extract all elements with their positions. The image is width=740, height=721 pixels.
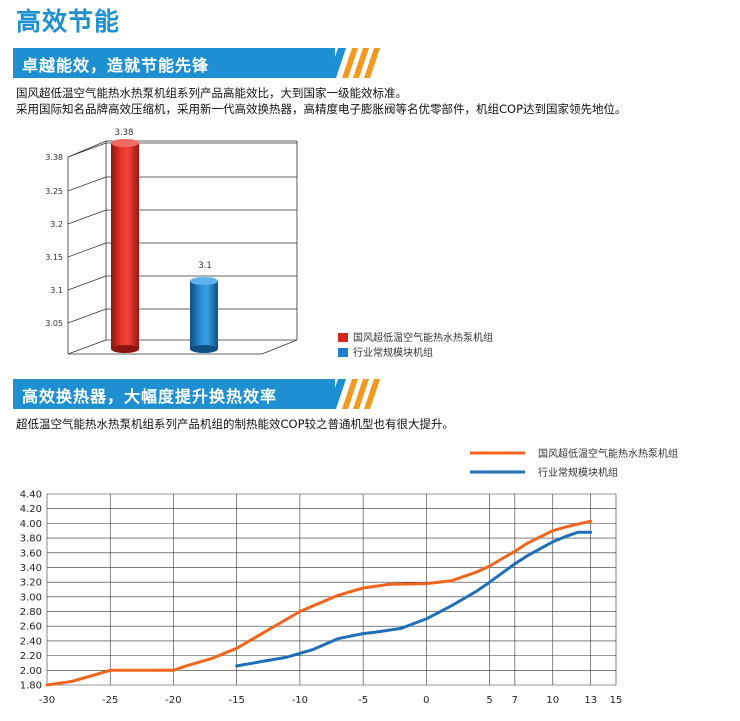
x-tick-label: -15: [228, 695, 244, 706]
line-series-2: [235, 530, 593, 668]
x-tick-label: 10: [546, 695, 559, 706]
x-tick-label: -30: [39, 695, 55, 706]
y-tick-label: 1.80: [20, 681, 42, 692]
y-tick-label: 2.00: [20, 666, 42, 677]
section-text-line: 国风超低温空气能热水热泵机组系列产品高能效比，大到国家一级能效标准。: [16, 86, 407, 100]
y-tick-label: 4.40: [20, 490, 42, 501]
bar-series-1-base: [111, 345, 139, 353]
y-tick-label: 3.60: [20, 548, 42, 559]
section-heading: 卓越能效，造就节能先锋: [22, 56, 210, 75]
bar-series-2-top: [190, 277, 218, 285]
legend-label: 国风超低温空气能热水热泵机组: [353, 331, 493, 344]
y-tick-label: 4.20: [20, 504, 42, 515]
bar-grid-line: [67, 176, 107, 192]
y-tick-label: 3.80: [20, 534, 42, 545]
x-tick-label: -20: [165, 695, 181, 706]
section-text-line: 超低温空气能热水热泵机组系列产品机组的制热能效COP较之普通机型也有很大提升。: [16, 417, 455, 431]
section-heading-bar: 卓越能效，造就节能先锋: [13, 48, 335, 78]
x-tick-label: 15: [610, 695, 623, 706]
bar-chart: 3.05 3.1 3.15 3.2 3.25 3.38 3.38 3.1 国风超低温空气能…: [45, 128, 493, 359]
section-heading: 高效换热器，大幅度提升换热效率: [22, 387, 278, 406]
y-tick-label: 2.80: [20, 607, 42, 618]
y-tick-label: 3.00: [20, 592, 42, 603]
x-tick-label: -25: [102, 695, 118, 706]
bar-series-2: [190, 281, 218, 349]
y-tick-label: 3.25: [45, 187, 63, 196]
bar-grid-line: [67, 209, 107, 225]
y-tick-label: 3.05: [45, 319, 63, 328]
bar-series-1: [111, 143, 139, 349]
y-tick-label: 3.1: [50, 286, 63, 295]
legend-label: 国风超低温空气能热水热泵机组: [538, 447, 678, 460]
legend-label: 行业常规模块机组: [538, 466, 618, 479]
decor-stripes-icon: [328, 379, 380, 409]
legend-label: 行业常规模块机组: [353, 346, 433, 359]
bar-grid-line: [67, 142, 107, 158]
y-tick-label: 3.38: [45, 153, 63, 162]
x-tick-label: -5: [358, 695, 368, 706]
bar-grid-line: [67, 308, 107, 324]
y-tick-label: 2.60: [20, 622, 42, 633]
bar-series-1-top: [111, 139, 139, 147]
y-tick-label: 3.20: [20, 578, 42, 589]
page-title: 高效节能: [16, 7, 121, 36]
y-tick-label: 3.15: [45, 253, 63, 262]
bar-grid-line: [67, 242, 107, 258]
bar-value-label: 3.1: [198, 261, 212, 271]
legend-swatch-red: [338, 333, 348, 342]
line-series-1: [45, 519, 593, 687]
bar-chart-axes: [67, 140, 298, 355]
section-text-line: 采用国际知名品牌高效压缩机，采用新一代高效换热器，高精度电子膨胀阀等名优零部件，…: [16, 102, 627, 116]
bar-grid-line: [67, 275, 107, 291]
section-heading-bar: 高效换热器，大幅度提升换热效率: [13, 379, 335, 409]
y-tick-label: 2.40: [20, 636, 42, 647]
legend-swatch-blue: [338, 348, 348, 357]
x-tick-label: 0: [423, 695, 429, 706]
y-tick-label: 2.20: [20, 651, 42, 662]
line-chart: 国风超低温空气能热水热泵机组 行业常规模块机组 1.80 2.00 2.20 2.40…: [20, 447, 678, 706]
x-tick-label: -10: [292, 695, 308, 706]
bar-value-label: 3.38: [115, 128, 134, 138]
x-tick-label: 5: [486, 695, 492, 706]
y-tick-label: 4.00: [20, 519, 42, 530]
y-tick-label: 3.2: [50, 220, 63, 229]
x-tick-label: 7: [512, 695, 518, 706]
x-tick-label: 13: [584, 695, 597, 706]
decor-stripes-icon: [328, 48, 380, 78]
y-tick-label: 3.40: [20, 563, 42, 574]
bar-series-2-base: [190, 345, 218, 353]
